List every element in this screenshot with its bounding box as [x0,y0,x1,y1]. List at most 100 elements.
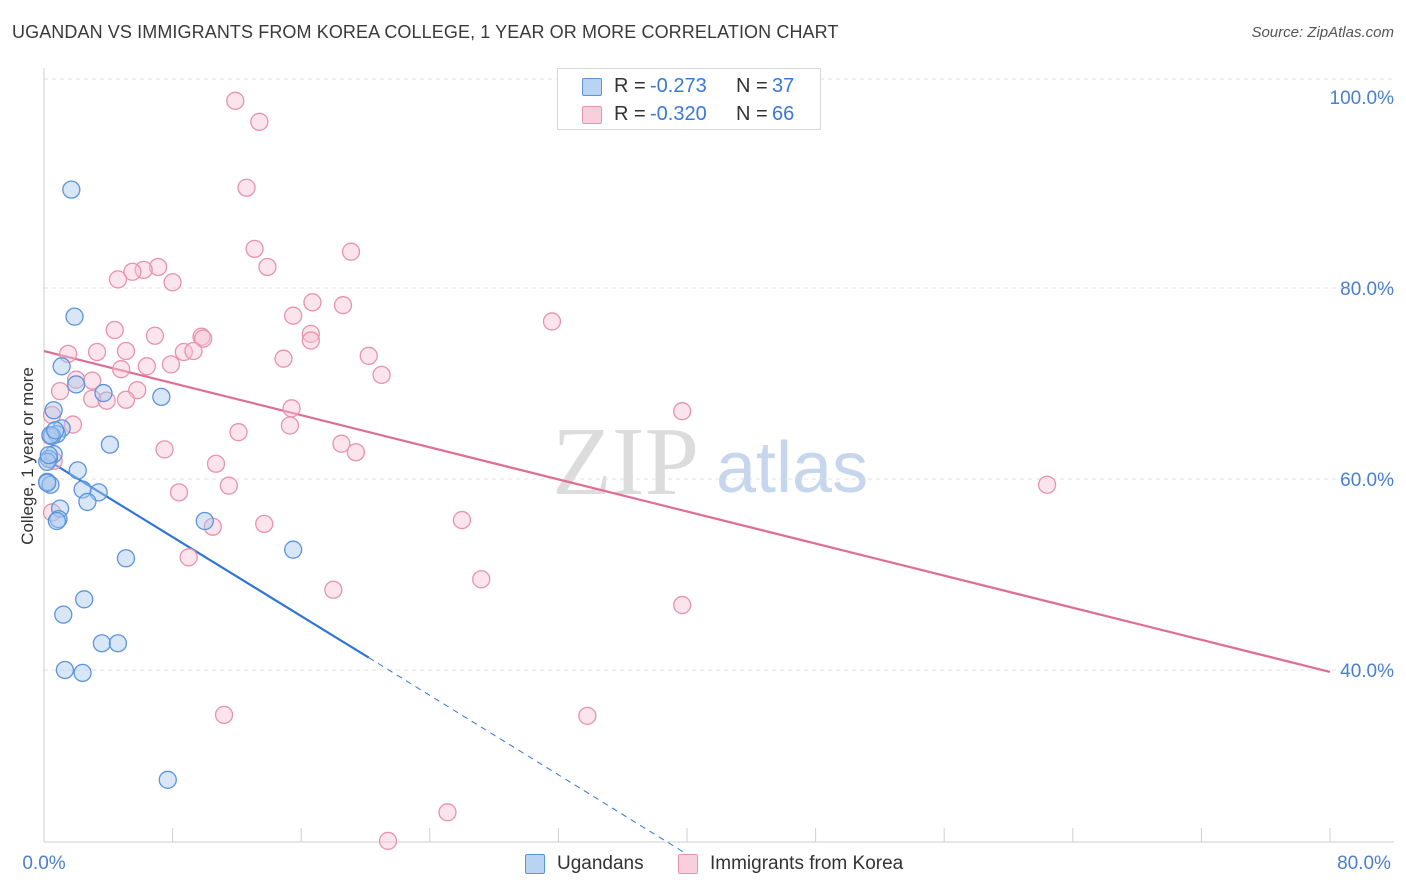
y-tick-label: 80.0% [1340,279,1394,300]
data-point-korea [116,390,136,409]
data-point-ugandans [65,307,84,326]
data-point-korea [438,803,457,822]
data-point-ugandans [284,540,303,559]
data-point-korea [372,365,391,385]
data-point-ugandans [41,475,60,494]
data-point-ugandans [100,435,120,454]
data-point-ugandans [75,590,94,609]
data-point-ugandans [108,634,128,653]
n-label: N = [736,75,768,97]
chart-legend: Ugandans Immigrants from Korea [0,852,1406,878]
blue-square-icon [582,78,602,96]
data-point-korea [341,242,361,261]
data-point-korea [193,329,213,348]
data-point-ugandans [67,375,86,394]
data-point-ugandans [39,445,58,465]
data-point-ugandans [195,511,214,531]
data-point-korea [258,257,277,277]
data-point-korea [245,239,264,258]
data-point-ugandans [47,511,67,531]
pink-square-icon [678,854,698,874]
data-point-korea [332,434,351,453]
data-point-ugandans [94,383,113,403]
data-point-korea [87,342,107,362]
data-point-ugandans [78,492,97,512]
y-tick-label: 40.0% [1340,661,1394,682]
data-point-korea [250,112,269,131]
data-point-ugandans [158,770,177,789]
data-point-korea [229,423,248,442]
data-point-ugandans [152,387,171,407]
watermark-zip: ZIP [552,408,699,516]
data-point-korea [116,341,136,361]
data-point-korea [542,312,562,331]
data-point-korea [214,705,234,725]
y-tick-label: 60.0% [1340,470,1394,491]
data-point-ugandans [42,426,62,446]
data-point-korea [163,273,182,292]
n-value: 37 [772,75,795,97]
tick-labels: 100.0% 80.0% 60.0% 40.0% 0.0% 80.0% [22,88,1394,874]
data-point-korea [155,440,174,459]
data-point-korea [112,360,131,379]
x-tick-label: 80.0% [1337,853,1391,874]
data-point-ugandans [44,401,63,420]
data-point-korea [174,342,194,362]
y-tick-label: 100.0% [1330,88,1395,109]
data-point-ugandans [54,605,73,624]
data-point-ugandans [116,549,136,568]
data-point-korea [123,262,142,281]
legend-label: Ugandans [557,853,644,874]
data-point-korea [63,415,83,434]
correlation-stats-box: R = -0.273 N = 37 R = -0.320 N = 66 [557,68,821,130]
data-point-korea [145,326,165,345]
data-point-korea [274,349,293,368]
pink-square-icon [582,106,602,124]
data-point-korea [226,91,245,110]
data-point-ugandans [73,663,92,683]
data-point-ugandans [52,357,71,376]
axes [43,68,1394,843]
r-label: R = [614,103,646,125]
data-point-ugandans [38,473,57,492]
data-point-korea [378,831,398,851]
data-point-korea [282,399,301,418]
data-point-korea [280,416,300,435]
trend-lines [43,349,1331,857]
data-point-ugandans [38,452,57,471]
data-points [38,91,1057,851]
data-point-korea [333,296,353,315]
data-point-korea [1037,475,1057,494]
y-axis-label: College, 1 year or more [18,367,37,545]
data-point-korea [303,293,322,312]
r-value: -0.273 [650,75,707,97]
trend-line-ugandans [43,457,370,659]
data-point-korea [148,257,168,277]
data-point-korea [301,331,320,350]
r-value: -0.320 [650,103,707,125]
data-point-ugandans [68,461,87,480]
data-point-korea [169,483,189,502]
x-tick-label: 0.0% [22,853,65,874]
data-point-korea [673,595,692,615]
data-point-ugandans [92,634,112,653]
blue-square-icon [525,854,545,874]
data-point-ugandans [55,660,75,680]
data-point-korea [673,402,692,421]
data-point-korea [184,341,203,361]
data-point-korea [108,270,128,289]
data-point-korea [324,580,343,599]
data-point-korea [346,443,366,462]
data-point-ugandans [46,421,65,440]
legend-label: Immigrants from Korea [710,853,904,874]
data-point-korea [137,357,157,376]
data-point-korea [284,306,303,325]
data-point-korea [206,454,226,473]
data-point-korea [50,381,70,401]
data-point-korea [472,570,491,589]
data-point-korea [83,389,102,408]
watermark-atlas: atlas [716,428,868,508]
data-point-korea [67,370,86,389]
data-point-korea [237,178,256,197]
